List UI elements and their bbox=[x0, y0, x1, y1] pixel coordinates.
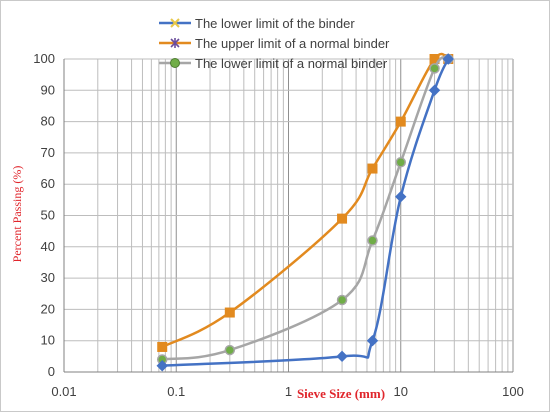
data-point bbox=[336, 350, 348, 363]
data-point bbox=[395, 116, 406, 127]
data-point bbox=[395, 191, 407, 203]
legend-label: The upper limit of a normal binder bbox=[195, 36, 390, 51]
y-tick-label: 70 bbox=[41, 145, 55, 160]
y-tick-label: 0 bbox=[48, 364, 55, 379]
y-tick-label: 10 bbox=[41, 333, 55, 348]
x-axis-title: Sieve Size (mm) bbox=[297, 386, 385, 401]
x-tick-label: 0.01 bbox=[51, 384, 76, 399]
series-line bbox=[160, 56, 450, 361]
legend-label: The lower limit of a normal binder bbox=[195, 56, 388, 71]
y-tick-label: 100 bbox=[33, 51, 55, 66]
data-point bbox=[442, 53, 454, 65]
data-point bbox=[224, 344, 236, 356]
data-point bbox=[156, 360, 168, 372]
data-point bbox=[366, 334, 379, 347]
data-point bbox=[367, 163, 378, 174]
x-tick-label: 0.1 bbox=[167, 384, 185, 399]
y-tick-label: 90 bbox=[41, 82, 55, 97]
data-point bbox=[367, 235, 378, 246]
data-point bbox=[428, 84, 441, 97]
y-axis-title: Percent Passing (%) bbox=[10, 166, 24, 263]
y-tick-label: 80 bbox=[41, 114, 55, 129]
legend-marker bbox=[170, 58, 180, 68]
x-tick-label: 100 bbox=[502, 384, 524, 399]
data-point bbox=[395, 157, 406, 168]
x-tick-label: 1 bbox=[285, 384, 292, 399]
data-point bbox=[157, 341, 168, 352]
data-point bbox=[429, 63, 440, 74]
legend-label: The lower limit of the binder bbox=[195, 16, 355, 31]
series bbox=[156, 52, 454, 372]
data-point bbox=[336, 294, 348, 306]
x-tick-label: 10 bbox=[394, 384, 408, 399]
legend-marker bbox=[170, 18, 180, 28]
grid bbox=[63, 58, 514, 373]
series-line bbox=[160, 52, 450, 349]
y-tick-label: 20 bbox=[41, 301, 55, 316]
data-point bbox=[224, 307, 235, 318]
y-tick-label: 30 bbox=[41, 270, 55, 285]
series-line bbox=[160, 57, 450, 367]
axes: 0 10 20 30 40 50 60 70 80 90 100 0.01 0.1 1 10 100 bbox=[33, 51, 524, 399]
y-tick-label: 40 bbox=[41, 239, 55, 254]
y-tick-label: 60 bbox=[41, 176, 55, 191]
y-tick-label: 50 bbox=[41, 208, 55, 223]
legend: The lower limit of the binder The upper l… bbox=[159, 16, 390, 71]
data-point bbox=[337, 213, 348, 224]
